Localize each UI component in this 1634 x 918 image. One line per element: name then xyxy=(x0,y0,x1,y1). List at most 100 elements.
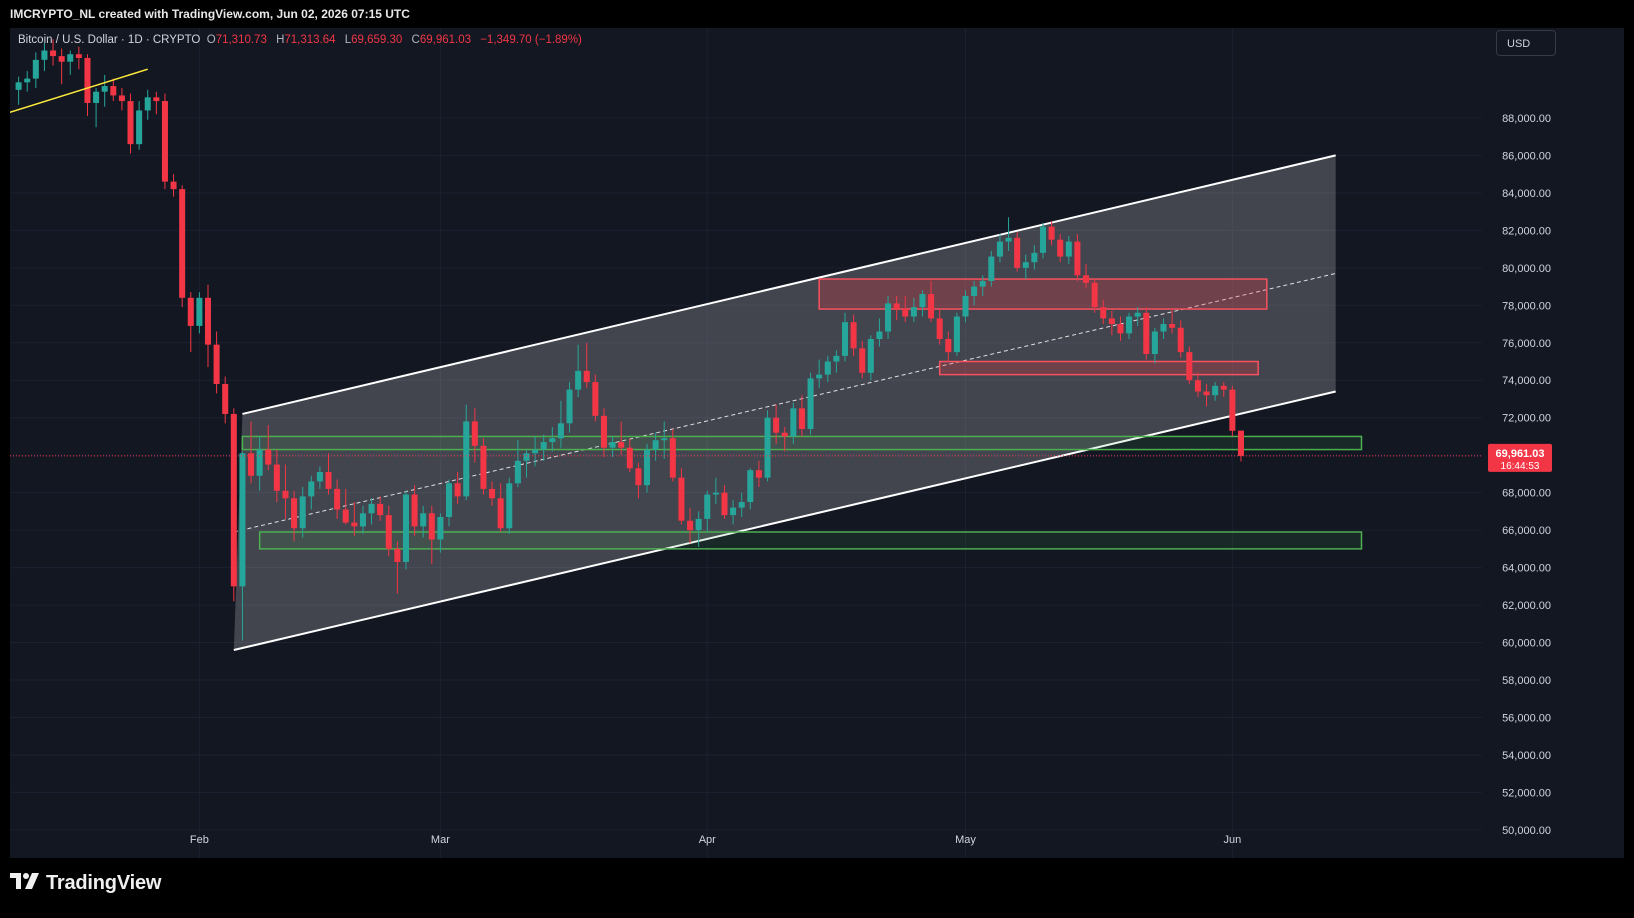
candle-body xyxy=(248,453,255,476)
price-tick-label: 62,000.00 xyxy=(1502,600,1551,612)
candle-body xyxy=(1212,385,1219,396)
price-axis-bg xyxy=(1482,28,1624,858)
time-axis[interactable]: Feb Mar Apr May Jun xyxy=(190,834,1241,846)
candle-body xyxy=(437,517,444,540)
candle-body xyxy=(936,318,943,340)
close-value: 69,961.03 xyxy=(419,34,472,46)
price-tick-label: 64,000.00 xyxy=(1502,563,1551,575)
candle-body xyxy=(807,378,814,429)
candle-body xyxy=(463,421,470,497)
candle-body xyxy=(342,509,349,523)
candle-body xyxy=(1203,391,1210,396)
candle-body xyxy=(325,472,332,489)
candle-body xyxy=(428,513,435,540)
price-tick-label: 54,000.00 xyxy=(1502,750,1551,762)
candle-body xyxy=(928,294,935,319)
candle-body xyxy=(506,483,513,529)
resistance-zone[interactable] xyxy=(938,360,1259,376)
candle-body xyxy=(1057,239,1064,257)
candle-body xyxy=(222,383,229,414)
candle-body xyxy=(592,382,599,416)
candle-body xyxy=(239,453,246,587)
price-tick-label: 58,000.00 xyxy=(1502,675,1551,687)
candle-body xyxy=(712,492,719,495)
candle-body xyxy=(1083,275,1090,283)
price-zones[interactable] xyxy=(241,278,1363,550)
price-axis[interactable]: 88,000.00 86,000.00 84,000.00 82,000.00 80,0… xyxy=(1482,28,1624,858)
support-zone[interactable] xyxy=(241,435,1363,451)
candle-body xyxy=(747,470,754,503)
candle-body xyxy=(661,438,668,441)
candle-body xyxy=(127,101,134,145)
price-tick-label: 86,000.00 xyxy=(1502,150,1551,162)
candle-body xyxy=(1229,389,1236,431)
candle-body xyxy=(704,494,711,519)
resistance-zone[interactable] xyxy=(818,278,1268,310)
candle-body xyxy=(816,374,823,379)
channel-lower-line[interactable] xyxy=(233,390,1336,652)
candle-body xyxy=(161,101,168,182)
candle-body xyxy=(652,440,659,450)
candle-body xyxy=(1169,324,1176,328)
candle-body xyxy=(196,297,203,326)
footer-brand: TradingView xyxy=(10,872,161,906)
open-value: 71,310.73 xyxy=(215,34,267,46)
candle-body xyxy=(988,256,995,281)
candle-body xyxy=(540,442,547,450)
price-chart[interactable]: 88,000.00 86,000.00 84,000.00 82,000.00 80,0… xyxy=(10,28,1624,858)
candle-body xyxy=(291,498,298,529)
channel-upper-line[interactable] xyxy=(242,154,1336,415)
symbol-name[interactable]: Bitcoin / U.S. Dollar · 1D · CRYPTO xyxy=(18,34,201,46)
candle-body xyxy=(841,322,849,356)
candle-body xyxy=(179,189,186,298)
chart-pane[interactable]: 88,000.00 86,000.00 84,000.00 82,000.00 80,0… xyxy=(10,28,1624,858)
candle-body xyxy=(953,316,960,353)
candle-body xyxy=(730,507,737,516)
candle-body xyxy=(308,481,315,497)
candle-body xyxy=(695,518,702,531)
candle-body xyxy=(885,303,892,332)
time-tick-label: Mar xyxy=(431,834,450,846)
candle-body xyxy=(1220,385,1227,390)
high-label: H xyxy=(276,34,285,46)
candle-body xyxy=(402,494,409,562)
candle-body xyxy=(480,445,487,489)
candle-body xyxy=(316,472,323,482)
candle-body xyxy=(1005,237,1012,242)
regression-channel[interactable] xyxy=(233,154,1336,652)
candle-body xyxy=(850,322,857,349)
candle-body xyxy=(1160,324,1167,332)
candle-body xyxy=(618,442,625,448)
candle-body xyxy=(1014,237,1021,268)
grid-lines xyxy=(10,28,1482,858)
candle-body xyxy=(626,447,633,469)
candle-body xyxy=(420,513,427,527)
candle-body xyxy=(1143,312,1150,355)
candle-body xyxy=(471,421,478,446)
candle-body xyxy=(669,438,676,478)
candle-body xyxy=(1039,226,1046,253)
trend-lines[interactable] xyxy=(10,68,148,114)
time-tick-label: Apr xyxy=(699,834,716,846)
candle-body xyxy=(84,57,91,103)
candle-body xyxy=(368,503,375,514)
candle-body xyxy=(58,56,65,62)
candle-body xyxy=(532,449,539,454)
currency-button[interactable]: USD xyxy=(1496,30,1556,56)
price-tick-label: 56,000.00 xyxy=(1502,712,1551,724)
prior-trendline[interactable] xyxy=(10,68,148,114)
candle-body xyxy=(962,295,969,317)
candle-body xyxy=(902,309,909,317)
candle-body xyxy=(153,97,160,102)
support-zone[interactable] xyxy=(258,531,1363,550)
candle-body xyxy=(41,50,48,60)
candle-body xyxy=(24,78,31,83)
candle-body xyxy=(773,417,780,433)
candle-body xyxy=(446,483,453,518)
candle-body xyxy=(1048,226,1055,240)
price-tick-label: 66,000.00 xyxy=(1502,525,1551,537)
candles xyxy=(15,39,1244,641)
candle-body xyxy=(299,496,306,529)
price-tick-label: 80,000.00 xyxy=(1502,263,1551,275)
candle-body xyxy=(50,50,57,57)
